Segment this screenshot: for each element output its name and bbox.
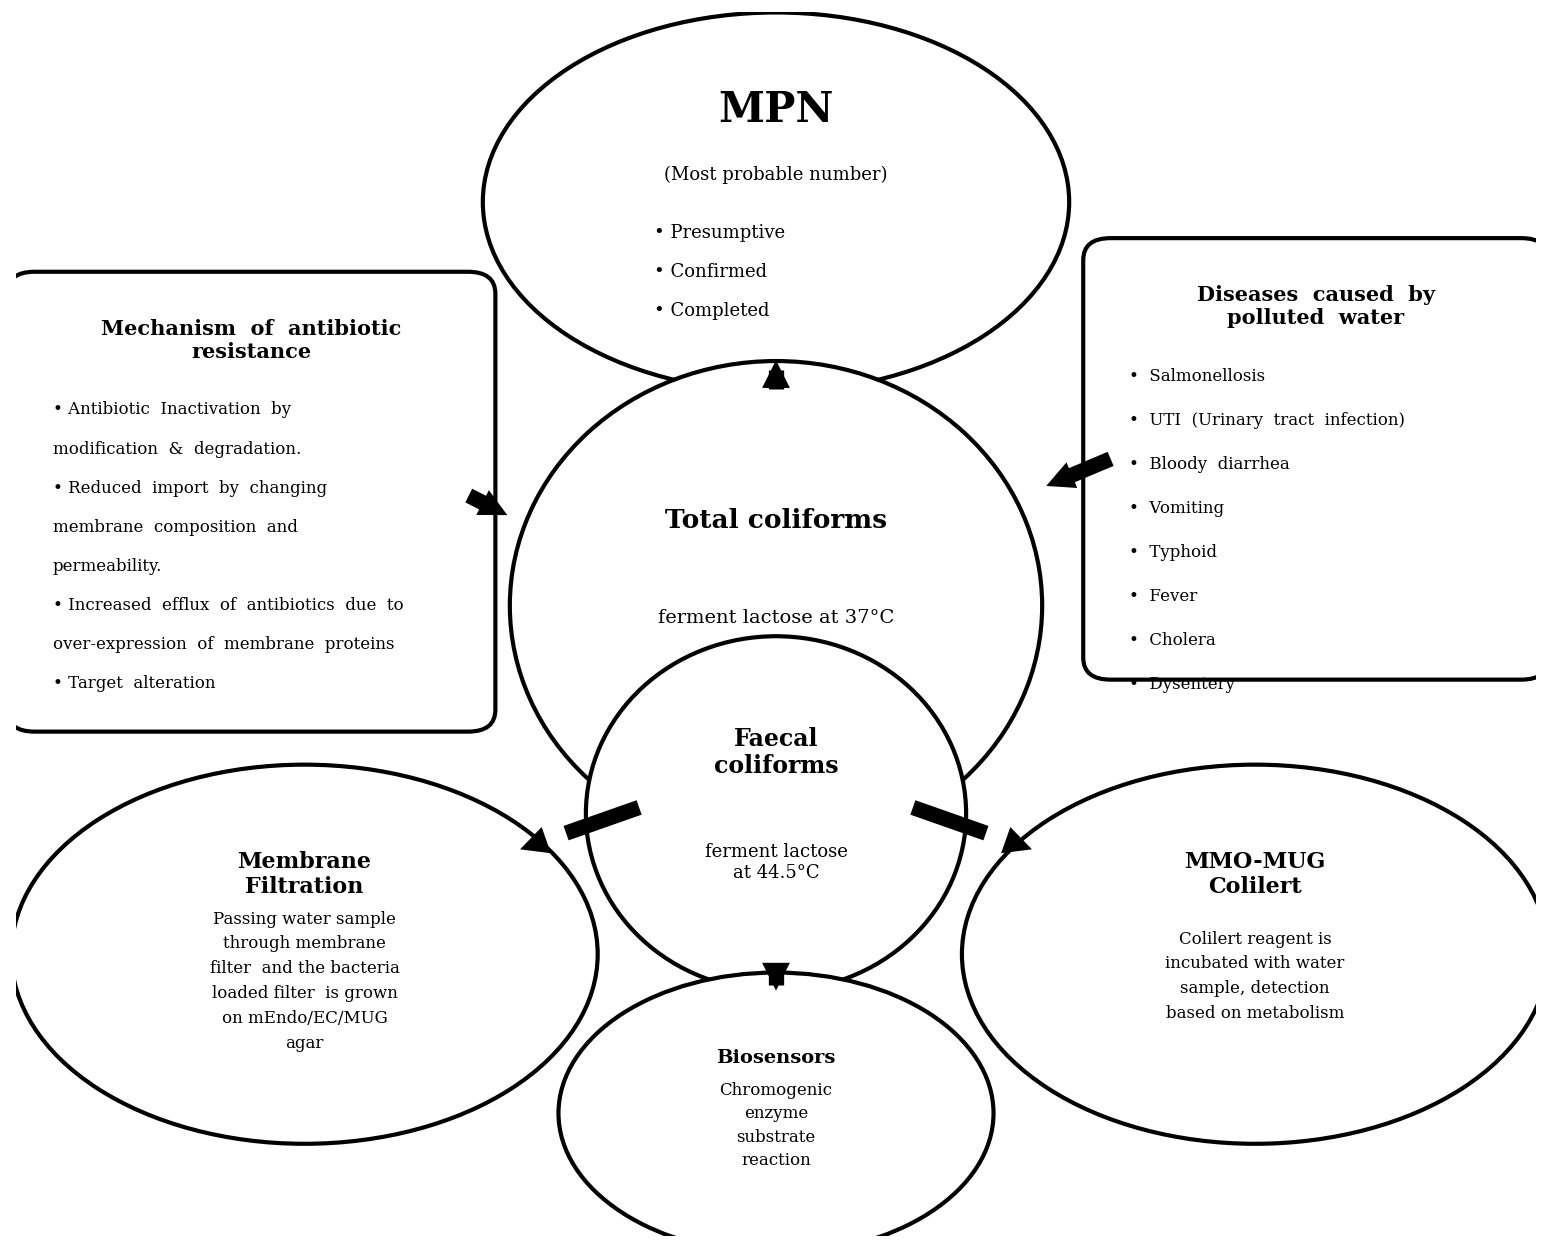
- Text: (Most probable number): (Most probable number): [664, 166, 888, 185]
- Text: Biosensors: Biosensors: [717, 1050, 835, 1067]
- Text: • Target  alteration: • Target alteration: [53, 675, 216, 693]
- Text: MMO-MUG
Colilert: MMO-MUG Colilert: [1184, 851, 1325, 899]
- Ellipse shape: [483, 12, 1069, 392]
- Text: •  Dysentery: • Dysentery: [1128, 676, 1235, 693]
- Text: Faecal
coliforms: Faecal coliforms: [714, 726, 838, 779]
- Text: • Increased  efflux  of  antibiotics  due  to: • Increased efflux of antibiotics due to: [53, 597, 404, 614]
- Text: MPN: MPN: [719, 90, 833, 131]
- Text: •  UTI  (Urinary  tract  infection): • UTI (Urinary tract infection): [1128, 412, 1405, 429]
- Ellipse shape: [587, 636, 965, 991]
- Ellipse shape: [509, 361, 1043, 850]
- Text: Passing water sample
through membrane
filter  and the bacteria
loaded filter  is: Passing water sample through membrane fi…: [210, 911, 399, 1052]
- Ellipse shape: [559, 972, 993, 1248]
- Text: • Completed: • Completed: [655, 302, 770, 319]
- Text: •  Vomiting: • Vomiting: [1128, 500, 1225, 517]
- FancyBboxPatch shape: [8, 272, 495, 731]
- Text: modification  &  degradation.: modification & degradation.: [53, 441, 301, 458]
- FancyBboxPatch shape: [1083, 238, 1549, 680]
- Text: Chromogenic
enzyme
substrate
reaction: Chromogenic enzyme substrate reaction: [720, 1082, 832, 1169]
- Ellipse shape: [11, 765, 598, 1143]
- Text: •  Cholera: • Cholera: [1128, 631, 1215, 649]
- Text: • Presumptive: • Presumptive: [655, 223, 785, 242]
- Text: ferment lactose at 37°C: ferment lactose at 37°C: [658, 609, 894, 626]
- Text: Membrane
Filtration: Membrane Filtration: [237, 851, 371, 899]
- Text: •  Salmonellosis: • Salmonellosis: [1128, 368, 1265, 384]
- Text: • Antibiotic  Inactivation  by: • Antibiotic Inactivation by: [53, 402, 290, 418]
- Text: ferment lactose
at 44.5°C: ferment lactose at 44.5°C: [705, 844, 847, 882]
- Text: membrane  composition  and: membrane composition and: [53, 519, 298, 535]
- Text: Mechanism  of  antibiotic
resistance: Mechanism of antibiotic resistance: [101, 318, 402, 362]
- Text: over-expression  of  membrane  proteins: over-expression of membrane proteins: [53, 636, 394, 653]
- Text: • Confirmed: • Confirmed: [655, 263, 767, 281]
- Text: •  Typhoid: • Typhoid: [1128, 544, 1217, 560]
- Text: Diseases  caused  by
polluted  water: Diseases caused by polluted water: [1197, 285, 1436, 328]
- Text: •  Bloody  diarrhea: • Bloody diarrhea: [1128, 456, 1290, 473]
- Text: permeability.: permeability.: [53, 558, 161, 575]
- Text: •  Fever: • Fever: [1128, 588, 1197, 605]
- Ellipse shape: [962, 765, 1549, 1143]
- Text: Total coliforms: Total coliforms: [664, 508, 888, 533]
- Text: Colilert reagent is
incubated with water
sample, detection
based on metabolism: Colilert reagent is incubated with water…: [1166, 931, 1344, 1022]
- Text: • Reduced  import  by  changing: • Reduced import by changing: [53, 479, 327, 497]
